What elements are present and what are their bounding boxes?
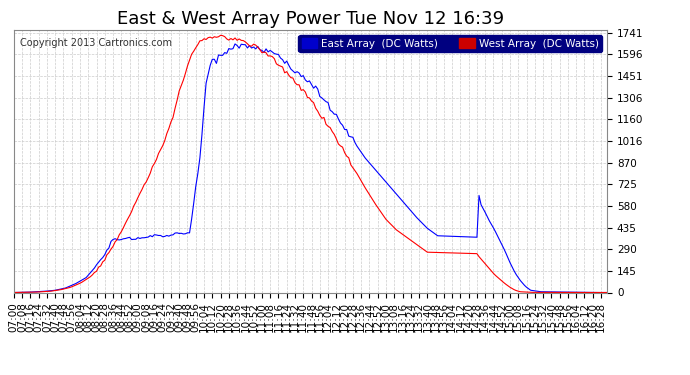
East Array  (DC Watts) [603,290,611,295]
East Array  (DC Watts) [311,84,319,88]
East Array  (DC Watts) [510,269,518,273]
West Array  (DC Watts) [217,33,225,38]
Text: Copyright 2013 Cartronics.com: Copyright 2013 Cartronics.com [20,38,172,48]
West Array  (DC Watts) [603,290,611,295]
Line: West Array  (DC Watts): West Array (DC Watts) [14,35,607,292]
East Array  (DC Watts) [231,42,239,46]
East Array  (DC Watts) [535,289,543,294]
East Array  (DC Watts) [10,290,18,295]
West Array  (DC Watts) [535,290,543,295]
West Array  (DC Watts) [61,286,70,291]
Title: East & West Array Power Tue Nov 12 16:39: East & West Array Power Tue Nov 12 16:39 [117,10,504,28]
West Array  (DC Watts) [10,290,18,295]
Legend: East Array  (DC Watts), West Array  (DC Watts): East Array (DC Watts), West Array (DC Wa… [299,35,602,52]
West Array  (DC Watts) [520,290,529,294]
West Array  (DC Watts) [311,106,319,111]
East Array  (DC Watts) [553,290,562,294]
East Array  (DC Watts) [61,286,70,290]
East Array  (DC Watts) [520,283,529,288]
Line: East Array  (DC Watts): East Array (DC Watts) [14,44,607,292]
West Array  (DC Watts) [510,287,518,292]
West Array  (DC Watts) [553,290,562,295]
